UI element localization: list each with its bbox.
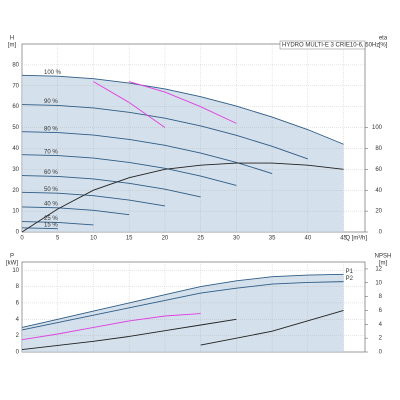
x-tick-label: 5 [56, 236, 60, 242]
series-label: P2 [346, 276, 354, 282]
x-tick-label: 0 [20, 236, 24, 242]
title-box [279, 40, 366, 50]
series-line [21, 318, 237, 350]
y2-tick-label: 10 [375, 280, 382, 286]
series-line [21, 221, 94, 226]
x-tick-label: 40 [304, 236, 311, 242]
y-tick-label: 60 [12, 104, 19, 110]
series-line [21, 175, 201, 198]
series-line [21, 162, 344, 233]
y2-axis-label: eta [379, 36, 388, 42]
series-line [21, 206, 130, 216]
y-tick-label: 2 [16, 333, 20, 339]
series-line [21, 191, 165, 207]
y-tick-label: 80 [12, 62, 19, 68]
y2-tick-label: 4 [379, 322, 383, 328]
series-label: 80 % [44, 126, 58, 132]
y-tick-label: 10 [12, 209, 19, 215]
series-label: 100 % [44, 70, 62, 76]
series-label: 70 % [44, 149, 58, 155]
series-line [21, 313, 201, 341]
y-axis-label: P [10, 254, 14, 260]
y-tick-label: 8 [16, 284, 20, 290]
series-line [21, 273, 344, 328]
y2-tick-label: 8 [379, 294, 383, 300]
series-line [21, 74, 344, 145]
series-label: 15 % [44, 222, 58, 228]
series-line [21, 104, 308, 160]
y2-tick-label: 0 [379, 350, 383, 356]
x-tick-label: 35 [269, 236, 276, 242]
series-label: P1 [346, 269, 354, 275]
y2-tick-label: 2 [379, 336, 383, 342]
series-line [129, 81, 237, 124]
x-axis-label: Q [m³/h] [345, 236, 367, 242]
series-label: 40 % [44, 202, 58, 208]
series-line [21, 281, 344, 331]
y-tick-label: 0 [16, 230, 20, 236]
y-tick-label: 10 [12, 268, 19, 274]
series-line [21, 131, 273, 174]
y-tick-label: 70 [12, 83, 19, 89]
series-label: 50 % [44, 187, 58, 193]
y2-tick-label: 20 [375, 209, 382, 215]
y-tick-label: 0 [16, 350, 20, 356]
y2-axis-label: [m] [379, 261, 388, 267]
y2-tick-label: 40 [375, 188, 382, 194]
series-label: 90 % [44, 99, 58, 105]
series-line [200, 310, 344, 346]
x-tick-label: 15 [126, 236, 133, 242]
y2-axis-label: NPSH [375, 254, 392, 260]
series-label: 25 % [44, 216, 58, 222]
y-tick-label: 40 [12, 146, 19, 152]
y2-tick-label: 6 [379, 308, 383, 314]
y2-tick-label: 100 [372, 125, 383, 131]
x-tick-label: 10 [90, 236, 97, 242]
x-tick-label: 45 [340, 236, 347, 242]
y-tick-label: 4 [16, 317, 20, 323]
y-tick-label: 6 [16, 300, 20, 306]
y2-tick-label: 0 [379, 230, 383, 236]
y-axis-label: H [10, 36, 14, 42]
x-tick-label: 30 [233, 236, 240, 242]
series-label: 60 % [44, 170, 58, 176]
y2-tick-label: 12 [375, 267, 382, 273]
y-tick-label: 20 [12, 188, 19, 194]
x-tick-label: 20 [162, 236, 169, 242]
y2-tick-label: 60 [375, 167, 382, 173]
chart-title: HYDRO MULTI-E 3 CRIE10-6, 50Hz [282, 43, 379, 49]
series-line [21, 154, 237, 186]
series-line [93, 81, 166, 128]
y-axis-label: [m] [8, 43, 17, 49]
x-tick-label: 25 [197, 236, 204, 242]
y-tick-label: 50 [12, 125, 19, 131]
y-axis-label: [kW] [6, 261, 18, 267]
y-tick-label: 30 [12, 167, 19, 173]
y2-tick-label: 80 [375, 146, 382, 152]
y2-axis-label: [%] [379, 43, 388, 49]
